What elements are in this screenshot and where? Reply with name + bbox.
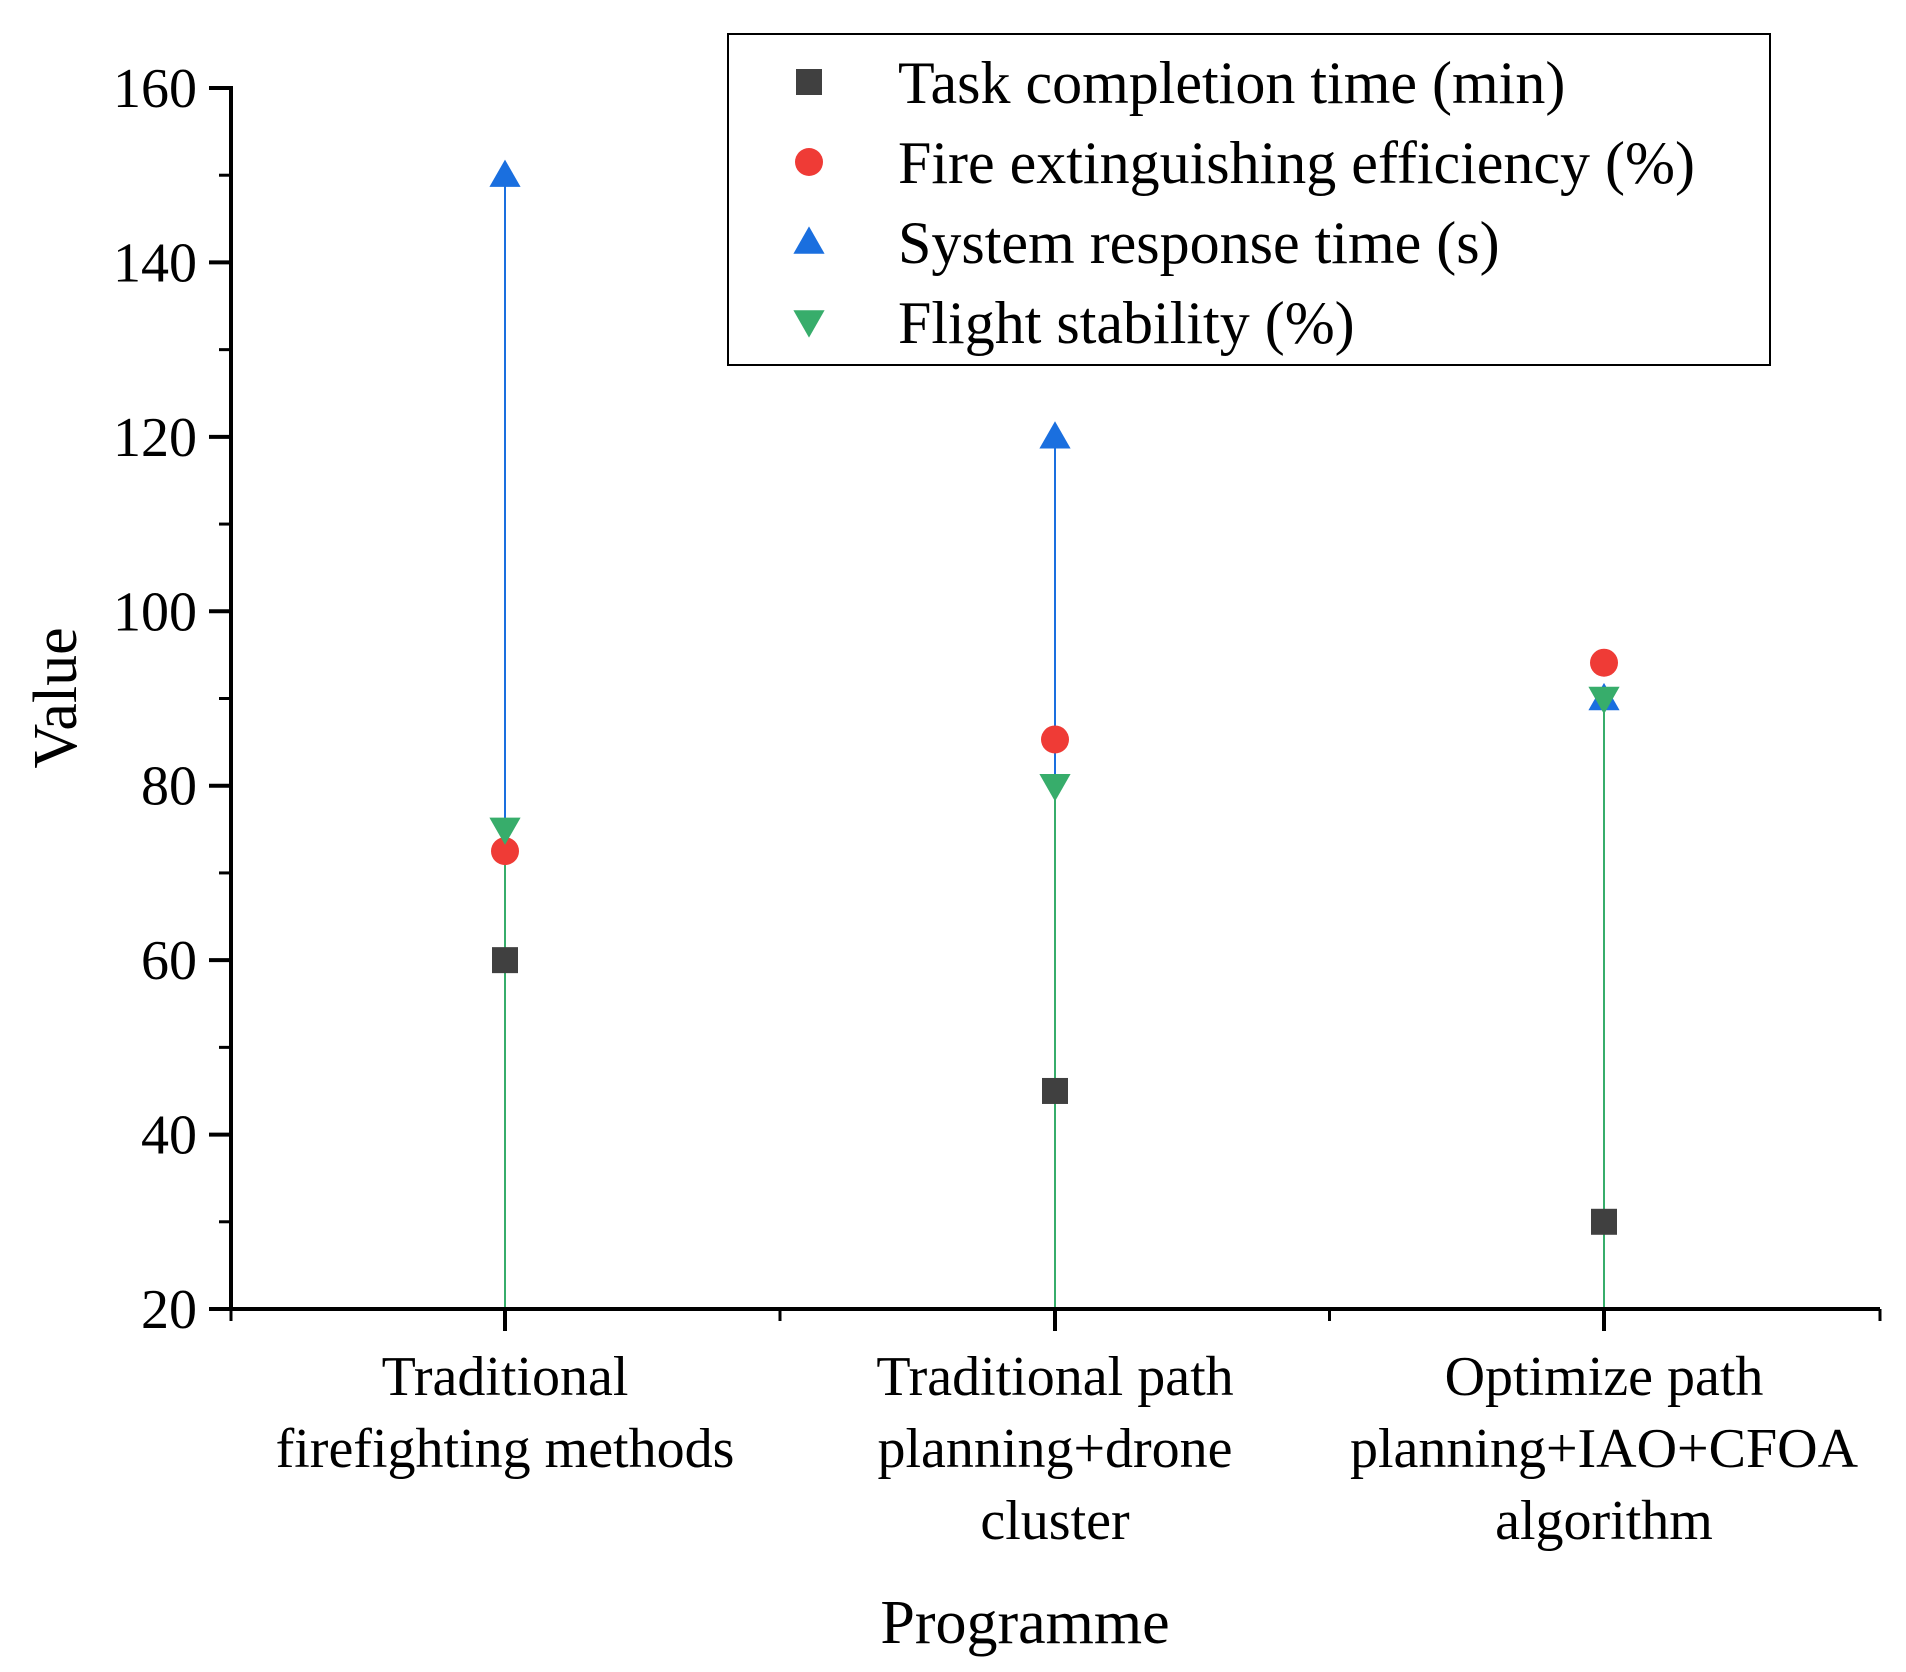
legend-label: Flight stability (%) bbox=[898, 290, 1355, 356]
y-tick-label: 80 bbox=[141, 756, 197, 818]
legend-marker bbox=[795, 148, 823, 176]
x-category-label-line: planning+drone bbox=[877, 1418, 1232, 1480]
x-category-label-line: algorithm bbox=[1495, 1490, 1713, 1552]
y-tick-label: 20 bbox=[141, 1279, 197, 1341]
x-category-label-line: planning+IAO+CFOA bbox=[1350, 1418, 1859, 1480]
y-tick-label: 60 bbox=[141, 930, 197, 992]
data-point-series-2 bbox=[489, 159, 521, 187]
data-point-series-0 bbox=[492, 947, 518, 974]
legend-marker bbox=[793, 310, 825, 338]
x-category-label-line: Optimize path bbox=[1445, 1346, 1764, 1408]
legend-label: Fire extinguishing efficiency (%) bbox=[898, 130, 1695, 196]
x-category-label: Traditional path planning+drone cluster bbox=[876, 1346, 1233, 1552]
data-point-series-3 bbox=[1588, 686, 1620, 715]
x-category-label: Optimize path planning+IAO+CFOA algorithm bbox=[1350, 1346, 1859, 1552]
data-marks bbox=[489, 159, 1620, 1235]
y-tick-label: 100 bbox=[113, 581, 197, 643]
axes: 20 40 60 80 100 120 140 160 Traditional firefight… bbox=[22, 58, 1882, 1657]
legend-box bbox=[727, 33, 1771, 366]
legend: Task completion time (min) Fire extinguis… bbox=[727, 33, 1771, 366]
x-axis-title: Programme bbox=[880, 1589, 1169, 1657]
data-point-series-1 bbox=[491, 837, 519, 866]
legend-marker bbox=[793, 226, 825, 254]
data-point-series-1 bbox=[1590, 648, 1618, 677]
legend-label: Task completion time (min) bbox=[898, 50, 1565, 116]
x-category-label: Traditional firefighting methods bbox=[276, 1346, 735, 1480]
y-tick-label: 120 bbox=[113, 407, 197, 469]
legend-marker bbox=[796, 69, 822, 95]
data-point-series-0 bbox=[1042, 1077, 1068, 1104]
x-category-label-line: firefighting methods bbox=[276, 1418, 735, 1480]
x-category-label-line: Traditional bbox=[382, 1346, 629, 1408]
data-point-series-3 bbox=[489, 817, 521, 845]
x-category-label-line: Traditional path bbox=[876, 1346, 1233, 1408]
y-tick-label: 40 bbox=[141, 1105, 197, 1167]
data-point-series-2 bbox=[1039, 421, 1071, 449]
y-tick-label: 140 bbox=[113, 232, 197, 294]
data-point-series-1 bbox=[1041, 725, 1069, 754]
drop-lines bbox=[504, 175, 1605, 1309]
data-point-series-0 bbox=[1591, 1208, 1617, 1235]
y-tick-label: 160 bbox=[113, 58, 197, 120]
x-category-label-line: cluster bbox=[980, 1490, 1130, 1552]
data-point-series-3 bbox=[1039, 774, 1071, 802]
y-axis-title: Value bbox=[22, 627, 90, 768]
legend-label: System response time (s) bbox=[898, 210, 1500, 276]
